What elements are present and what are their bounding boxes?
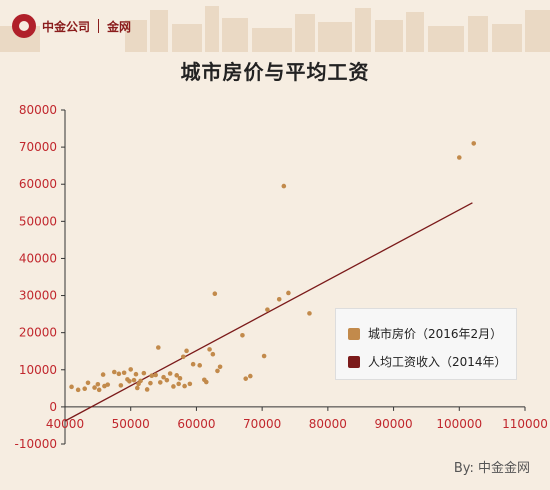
data-point [176,381,181,387]
data-point [210,351,216,357]
data-point [265,307,270,312]
header-banner: 中金公司 金网 城市房价与平均工资 [0,0,550,92]
data-point [131,377,137,383]
data-point [167,371,173,376]
data-point [96,387,102,393]
data-point [144,387,150,392]
y-tick-label: 30000 [19,289,57,303]
data-point [248,373,253,379]
data-point [286,290,291,296]
data-point [215,368,220,374]
data-point [187,381,193,387]
trend-line-group [64,202,473,422]
legend-item-wage: 人均工资收入（2014年） [348,353,507,370]
data-point [82,386,88,392]
data-point [212,291,218,296]
y-tick-label: 60000 [19,177,57,191]
chart-legend: 城市房价（2016年2月） 人均工资收入（2014年） [335,308,517,380]
data-point [276,296,282,302]
legend-label-house-price: 城市房价（2016年2月） [368,327,503,341]
data-point [121,370,127,376]
chart-axes [64,110,525,444]
y-tick-label: 40000 [19,251,57,265]
data-point [471,141,477,146]
data-point [118,383,124,388]
logo-company-name: 中金公司 [42,19,91,34]
data-point [207,347,212,352]
x-tick-label: 40000 [46,417,84,431]
trend-line [64,202,473,422]
data-point [156,345,161,350]
data-point [95,381,101,387]
data-point [180,354,186,360]
data-point [197,363,203,368]
x-tick-label: 90000 [374,417,412,431]
y-tick-label: 50000 [19,214,57,228]
data-point [138,378,143,384]
data-point [148,380,153,386]
data-points [69,141,477,393]
page-title: 城市房价与平均工资 [180,60,370,84]
data-point [190,361,196,367]
logo-separator [98,19,100,33]
data-point [128,367,134,372]
logo[interactable]: 中金公司 金网 [12,14,131,38]
data-point [164,377,170,383]
data-point [161,374,166,380]
data-point [85,380,91,386]
data-point [127,378,132,384]
skyline-illustration [0,6,550,52]
data-point [69,384,74,390]
data-point [100,372,106,377]
chart-ticks: 40000 50000 60000 70000 80000 90000 100000 1100… [14,103,547,451]
data-point [149,373,155,379]
data-point [141,370,147,376]
data-point [184,348,189,354]
data-point [116,371,122,377]
data-point [171,384,176,389]
legend-label-wage: 人均工资收入（2014年） [368,355,507,369]
scatter-chart: 40000 50000 60000 70000 80000 90000 100000 1100… [14,103,547,451]
data-point [105,382,111,387]
data-point [261,353,267,359]
data-point [203,379,209,385]
x-tick-label: 60000 [177,417,215,431]
legend-swatch-house-price [348,327,360,340]
data-point [92,385,97,390]
data-point [217,364,223,370]
x-tick-label: 50000 [112,417,150,431]
logo-site-name: 金网 [107,19,132,34]
data-point [240,332,245,338]
x-tick-label: 110000 [502,417,548,431]
data-point [281,183,287,189]
logo-mark-icon [12,14,36,38]
data-point [177,376,183,381]
data-point [133,371,139,377]
x-tick-label: 100000 [436,417,482,431]
y-tick-label: 70000 [19,140,57,154]
data-point [307,311,312,316]
data-point [456,155,462,160]
y-tick-label: 0 [49,400,57,414]
y-tick-label: 80000 [19,103,57,117]
y-tick-label: 10000 [19,363,57,377]
data-point [111,369,117,375]
x-tick-label: 70000 [243,417,281,431]
data-point [182,383,187,389]
legend-swatch-wage [348,355,360,368]
data-point [243,376,249,381]
data-point [157,380,163,385]
y-tick-label: -10000 [14,437,57,451]
data-point [134,385,140,391]
data-point [153,372,158,378]
source-watermark: By: 中金金网 [453,461,530,476]
legend-item-house-price: 城市房价（2016年2月） [348,325,502,342]
y-tick-label: 20000 [19,326,57,340]
data-point [75,387,81,393]
x-tick-label: 80000 [309,417,347,431]
data-point [174,373,180,378]
